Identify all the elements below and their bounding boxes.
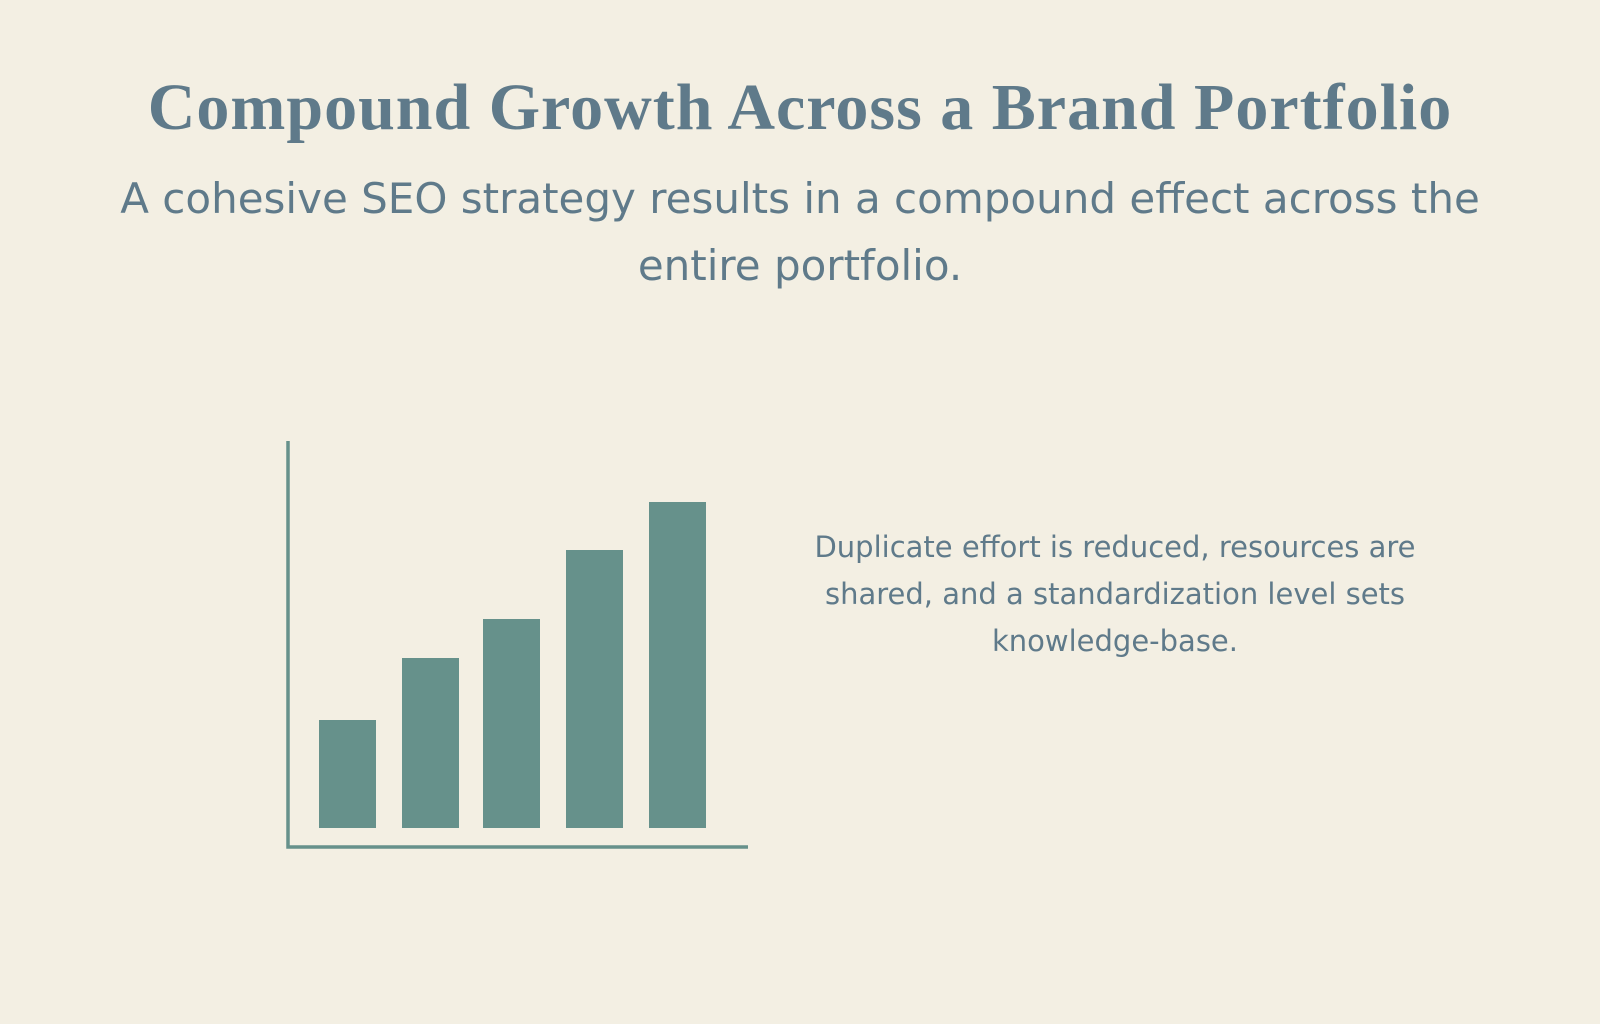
illustration-bar <box>649 502 706 828</box>
illustration-bars <box>319 502 706 828</box>
title: Compound Growth Across a Brand Portfolio <box>147 71 1453 144</box>
illustration-bar <box>319 720 376 828</box>
illustration-bar <box>402 658 459 828</box>
illustration-axes <box>286 441 748 849</box>
illustration-bar <box>566 550 623 828</box>
subtitle: A cohesive SEO strategy results in a com… <box>120 174 1480 290</box>
illustration-bar <box>483 619 540 828</box>
body-text: Duplicate effort is reduced, resources a… <box>814 530 1416 658</box>
bar-chart-illustration <box>286 441 748 849</box>
